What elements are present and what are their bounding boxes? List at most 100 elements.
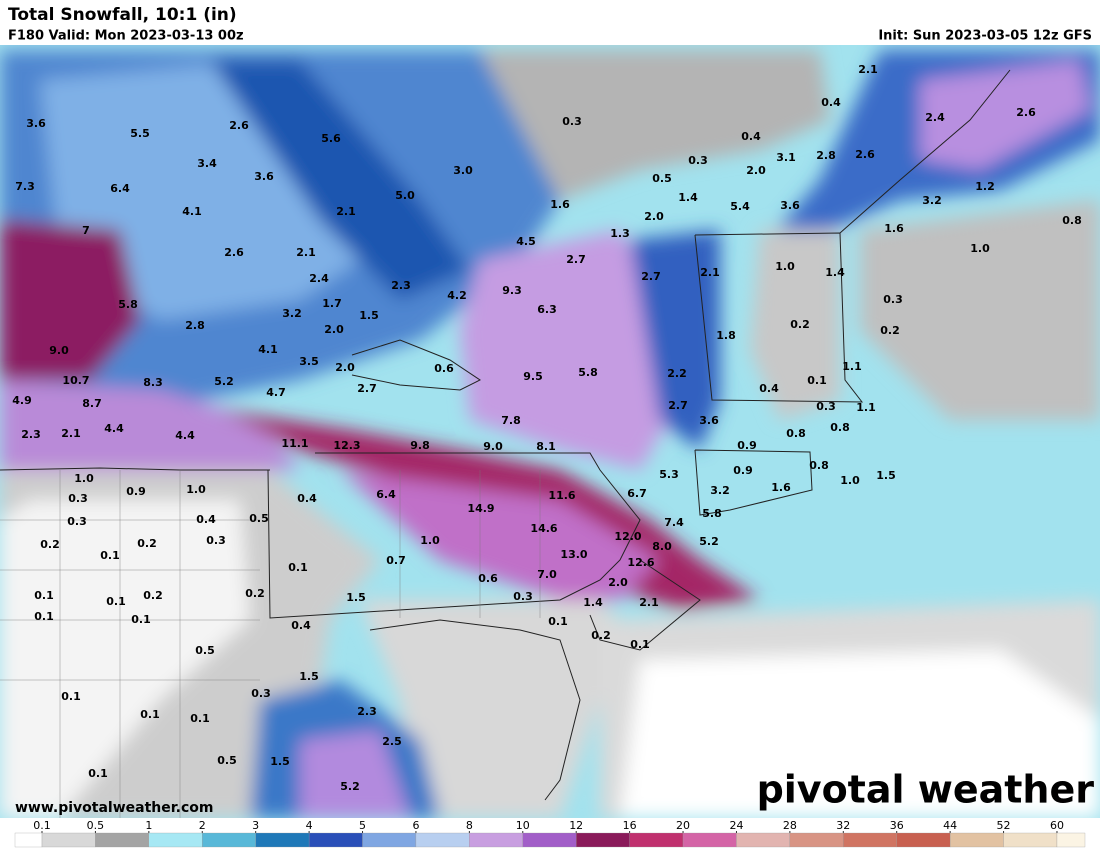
map-value-label: 0.1 [807, 374, 827, 387]
map-value-label: 1.3 [610, 227, 630, 240]
map-value-label: 1.0 [74, 472, 94, 485]
lake-outline [351, 339, 481, 391]
colorbar-swatch [1056, 832, 1086, 848]
map-value-label: 2.3 [391, 279, 411, 292]
map-value-label: 1.2 [975, 180, 995, 193]
map-value-label: 0.5 [217, 754, 237, 767]
map-value-label: 1.4 [825, 266, 845, 279]
map-value-label: 0.1 [190, 712, 210, 725]
map-value-label: 2.6 [855, 148, 875, 161]
map-value-label: 1.5 [346, 591, 366, 604]
map-value-label: 9.0 [483, 440, 503, 453]
map-value-label: 0.1 [100, 549, 120, 562]
colorbar-tick-label: 28 [783, 819, 797, 832]
colorbar-tick-label: 6 [412, 819, 419, 832]
map-value-label: 0.1 [140, 708, 160, 721]
map-value-label: 7.4 [664, 516, 684, 529]
map-value-label: 0.4 [759, 382, 779, 395]
map-value-label: 7.0 [537, 568, 557, 581]
site-url: www.pivotalweather.com [15, 800, 214, 816]
map-value-label: 9.8 [410, 439, 430, 452]
map-value-label: 0.3 [688, 154, 708, 167]
map-value-label: 8.1 [536, 440, 556, 453]
county-lines [0, 470, 541, 818]
map-value-label: 2.7 [566, 253, 586, 266]
map-value-label: 1.0 [186, 483, 206, 496]
map-value-label: 0.4 [297, 492, 317, 505]
map-value-label: 12.3 [333, 439, 360, 452]
map-value-label: 0.1 [548, 615, 568, 628]
map-value-label: 12.6 [627, 556, 654, 569]
map-value-label: 1.6 [771, 481, 791, 494]
colorbar-tick-label: 36 [890, 819, 904, 832]
map-labels: 3.6 5.5 2.6 5.6 0.3 2.1 0.4 2.4 2.6 0.4 3.4 3.6 3.0 0… [12, 63, 1082, 793]
map-value-label: 2.2 [667, 367, 687, 380]
map-value-label: 4.1 [258, 343, 278, 356]
map-value-label: 1.6 [884, 222, 904, 235]
map-value-label: 0.9 [126, 485, 146, 498]
colorbar-swatch [682, 832, 737, 848]
map-value-label: 0.1 [34, 589, 54, 602]
map-value-label: 0.8 [786, 427, 806, 440]
map-value-label: 1.4 [678, 191, 698, 204]
map-value-label: 0.5 [195, 644, 215, 657]
map-value-label: 1.1 [842, 360, 862, 373]
colorbar-tick-label: 20 [676, 819, 690, 832]
colorbar-swatch [41, 832, 96, 848]
map-value-label: 0.9 [733, 464, 753, 477]
map-value-label: 2.7 [641, 270, 661, 283]
map-value-label: 4.4 [104, 422, 124, 435]
map-value-label: 5.4 [730, 200, 750, 213]
map-value-label: 0.2 [245, 587, 265, 600]
map-value-label: 11.1 [281, 437, 308, 450]
map-value-label: 5.6 [321, 132, 341, 145]
map-value-label: 2.0 [324, 323, 344, 336]
colorbar-swatch [736, 832, 791, 848]
state-border [369, 619, 581, 801]
map-value-label: 0.3 [251, 687, 271, 700]
map-value-label: 1.0 [775, 260, 795, 273]
map-value-label: 0.5 [652, 172, 672, 185]
map-value-label: 3.5 [299, 355, 319, 368]
colorbar-tick-label: 8 [466, 819, 473, 832]
colorbar-tick-label: 16 [623, 819, 637, 832]
header-bar [0, 0, 1100, 45]
map-value-label: 3.6 [26, 117, 46, 130]
map-value-label: 1.5 [299, 670, 319, 683]
map-value-label: 9.0 [49, 344, 69, 357]
map-value-label: 1.1 [856, 401, 876, 414]
map-value-label: 0.8 [830, 421, 850, 434]
map-value-label: 2.1 [296, 246, 316, 259]
map-value-label: 0.1 [630, 638, 650, 651]
map-value-label: 5.0 [395, 189, 415, 202]
map-value-label: 7.3 [15, 180, 35, 193]
state-border [267, 452, 641, 619]
colorbar-swatch [95, 832, 149, 848]
map-value-label: 0.3 [816, 400, 836, 413]
colorbar-swatch [629, 832, 684, 848]
map-value-label: 0.1 [288, 561, 308, 574]
map-value-label: 2.1 [61, 427, 81, 440]
map-value-label: 0.3 [68, 492, 88, 505]
valid-time: F180 Valid: Mon 2023-03-13 00z [8, 29, 244, 44]
map-value-label: 0.5 [249, 512, 269, 525]
map-value-label: 4.9 [12, 394, 32, 407]
map-value-label: 5.8 [578, 366, 598, 379]
colorbar-swatch [843, 832, 897, 848]
colorbar-tick-label: 2 [199, 819, 206, 832]
map-value-label: 0.6 [478, 572, 498, 585]
map-value-label: 5.8 [702, 507, 722, 520]
map-value-label: 9.3 [502, 284, 522, 297]
colorbar: 0.1 0.5 1 2 3 4 5 6 8 10 12 16 20 24 28 32 36 44 52 60 [14, 819, 1086, 848]
map-value-label: 4.5 [516, 235, 536, 248]
map-value-label: 6.7 [627, 487, 647, 500]
map-value-label: 9.5 [523, 370, 543, 383]
map-value-label: 8.0 [652, 540, 672, 553]
colorbar-tick-label: 4 [306, 819, 313, 832]
map-value-label: 1.8 [716, 329, 736, 342]
map-value-label: 5.2 [214, 375, 234, 388]
map-value-label: 2.1 [336, 205, 356, 218]
map-value-label: 0.3 [513, 590, 533, 603]
colorbar-tick-label: 0.5 [87, 819, 105, 832]
